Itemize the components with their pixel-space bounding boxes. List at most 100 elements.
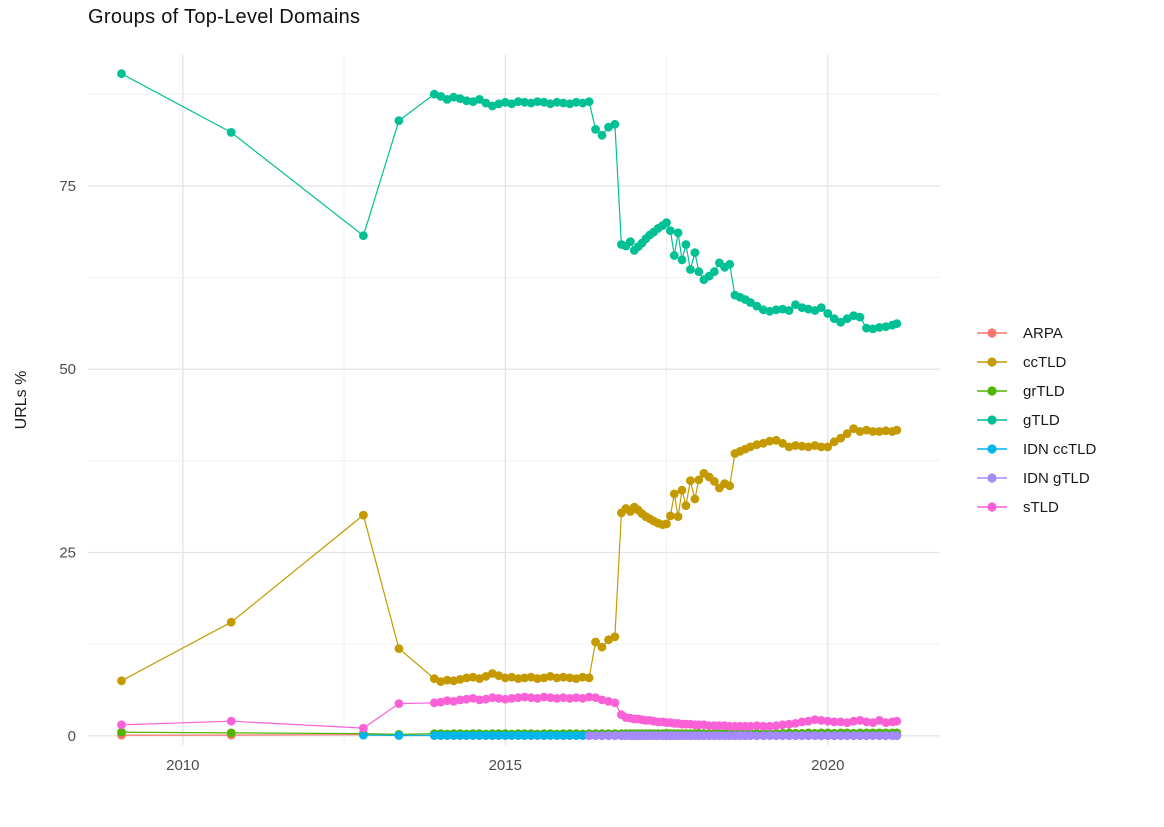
data-point (117, 676, 126, 686)
data-point (513, 693, 523, 703)
data-point (591, 731, 600, 741)
data-point (842, 731, 852, 741)
data-point (442, 731, 452, 740)
data-point (690, 248, 700, 257)
data-point (758, 721, 768, 731)
data-point (892, 731, 902, 741)
data-point (829, 731, 839, 741)
data-point (765, 721, 775, 731)
data-point (500, 731, 510, 740)
legend-key-icon (977, 473, 1007, 483)
data-point (849, 731, 858, 741)
data-point (578, 731, 588, 740)
data-point (686, 476, 695, 486)
data-point (359, 730, 368, 740)
data-point (610, 119, 620, 129)
x-tick-label: 2010 (166, 757, 199, 774)
data-point (836, 317, 846, 327)
data-point (778, 720, 787, 730)
series-line (121, 427, 897, 683)
data-point (475, 695, 484, 705)
data-point (533, 731, 542, 740)
y-tick-label: 50 (59, 361, 76, 378)
data-point (571, 97, 581, 107)
data-point (771, 305, 781, 315)
data-point (875, 731, 884, 741)
data-point (758, 731, 768, 741)
data-point (677, 255, 687, 265)
data-point (455, 695, 465, 705)
data-point (829, 314, 839, 323)
data-point (610, 731, 620, 741)
data-point (823, 731, 833, 741)
data-point (520, 692, 529, 702)
data-point (117, 727, 126, 737)
series-stld (117, 692, 902, 733)
data-point (584, 97, 594, 106)
series-idn-gtld (584, 731, 902, 741)
data-point (816, 303, 826, 312)
data-point (681, 240, 691, 249)
data-point (584, 692, 594, 702)
data-point (500, 673, 510, 683)
data-point (681, 501, 691, 510)
data-point (836, 717, 846, 727)
data-point (666, 511, 675, 521)
data-point (752, 731, 762, 741)
data-point (359, 231, 368, 241)
legend-key-icon (977, 415, 1007, 425)
data-point (462, 731, 471, 740)
data-point (578, 672, 588, 682)
data-point (539, 731, 549, 740)
data-point (673, 228, 683, 238)
y-tick-label: 0 (68, 728, 76, 745)
data-point (513, 674, 523, 683)
data-point (429, 698, 439, 708)
data-point (849, 716, 858, 726)
data-point (686, 265, 695, 274)
data-point (892, 425, 902, 435)
data-point (533, 674, 542, 683)
data-point (494, 731, 504, 740)
data-point (558, 98, 568, 108)
data-point (669, 251, 679, 260)
data-point (778, 438, 787, 448)
data-point (507, 731, 517, 740)
data-point (226, 127, 236, 137)
legend-label: grTLD (1023, 382, 1065, 400)
data-point (597, 731, 607, 741)
data-point (494, 694, 504, 703)
data-point (462, 673, 471, 683)
data-point (552, 97, 562, 107)
data-point (488, 693, 497, 703)
data-point (565, 673, 575, 683)
data-point (810, 731, 820, 741)
data-point (690, 494, 700, 504)
data-point (662, 519, 671, 529)
x-tick-label: 2015 (489, 757, 522, 774)
data-point (436, 731, 446, 740)
data-point (442, 675, 452, 685)
legend-key-icon (977, 357, 1007, 367)
legend-item-gtld: gTLD (975, 409, 1096, 431)
data-point (565, 694, 575, 703)
data-point (507, 694, 517, 703)
data-point (462, 96, 471, 106)
data-point (829, 437, 839, 447)
data-point (394, 116, 404, 125)
data-point (359, 723, 368, 733)
data-point (862, 323, 871, 333)
data-point (725, 259, 735, 269)
data-point (746, 721, 755, 731)
data-point (520, 97, 529, 107)
data-point (488, 731, 497, 740)
data-point (797, 441, 807, 451)
data-point (584, 731, 594, 741)
data-point (752, 301, 762, 311)
data-point (669, 489, 679, 499)
legend-item-stld: sTLD (975, 496, 1096, 518)
data-point (610, 632, 620, 642)
data-point (694, 475, 704, 485)
data-point (881, 426, 891, 436)
